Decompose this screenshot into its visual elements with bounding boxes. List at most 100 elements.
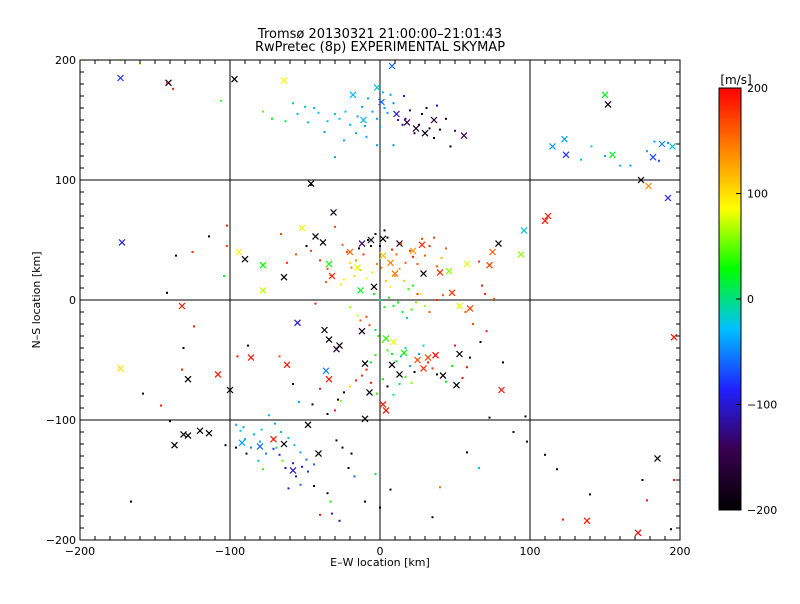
dot-marker-point bbox=[329, 500, 332, 503]
x-marker-point bbox=[679, 342, 680, 349]
dot-marker-point bbox=[667, 141, 669, 144]
dot-marker-point bbox=[410, 308, 413, 311]
dot-marker-point bbox=[235, 446, 237, 449]
x-marker-point bbox=[294, 319, 301, 327]
dot-marker-point bbox=[419, 293, 422, 295]
dot-marker-point bbox=[274, 422, 276, 425]
dot-marker-point bbox=[418, 353, 420, 355]
dot-marker-point bbox=[224, 444, 227, 447]
x-marker-point bbox=[463, 260, 471, 268]
x-marker-point bbox=[664, 194, 672, 202]
dot-marker-point bbox=[427, 361, 429, 364]
dot-marker-point bbox=[428, 245, 431, 247]
dot-marker-point bbox=[350, 452, 353, 455]
dot-marker-point bbox=[433, 137, 435, 139]
dot-marker-point bbox=[191, 251, 194, 253]
x-marker-point bbox=[541, 217, 549, 225]
dot-marker-point bbox=[376, 392, 378, 395]
x-marker-point bbox=[289, 466, 297, 474]
dot-marker-point bbox=[400, 242, 402, 245]
dot-marker-point bbox=[374, 233, 377, 235]
x-marker-point bbox=[184, 432, 192, 440]
dot-marker-point bbox=[590, 145, 593, 148]
x-tick-label: −200 bbox=[65, 545, 95, 558]
x-marker-point bbox=[373, 84, 381, 92]
dot-marker-point bbox=[340, 283, 342, 286]
x-marker-point bbox=[180, 430, 187, 438]
dot-marker-point bbox=[239, 429, 242, 432]
x-marker-point bbox=[283, 361, 291, 369]
y-tick-label: −200 bbox=[46, 534, 76, 547]
x-tick-label: 200 bbox=[670, 545, 691, 558]
dot-marker-point bbox=[512, 431, 515, 433]
dot-marker-point bbox=[313, 463, 315, 466]
dot-marker-point bbox=[385, 279, 387, 282]
dot-marker-point bbox=[653, 140, 656, 143]
dot-marker-point bbox=[244, 438, 246, 441]
dot-marker-point bbox=[461, 377, 464, 379]
dot-marker-point bbox=[409, 249, 411, 252]
dot-marker-point bbox=[436, 265, 438, 268]
dot-marker-point bbox=[346, 251, 348, 253]
x-marker-point bbox=[453, 381, 460, 389]
dot-marker-point bbox=[451, 365, 453, 367]
dot-marker-point bbox=[526, 440, 528, 443]
x-marker-point bbox=[609, 151, 616, 159]
dot-marker-point bbox=[367, 97, 369, 100]
dot-marker-point bbox=[323, 131, 326, 133]
dot-marker-point bbox=[386, 111, 389, 114]
dot-marker-point bbox=[317, 111, 320, 114]
dot-marker-point bbox=[272, 447, 275, 450]
dot-marker-point bbox=[449, 145, 452, 148]
dot-marker-point bbox=[343, 391, 345, 394]
dot-marker-point bbox=[379, 506, 381, 509]
dot-marker-point bbox=[386, 385, 389, 388]
x-marker-point bbox=[322, 367, 330, 375]
dot-marker-point bbox=[326, 120, 329, 123]
dot-marker-point bbox=[580, 158, 582, 161]
x-marker-point bbox=[544, 212, 552, 220]
dot-marker-point bbox=[182, 347, 185, 349]
dot-marker-point bbox=[398, 383, 401, 385]
dot-marker-point bbox=[236, 355, 239, 358]
dot-marker-point bbox=[410, 381, 413, 384]
dot-marker-point bbox=[160, 404, 162, 407]
dot-marker-point bbox=[260, 428, 263, 431]
x-marker-point bbox=[432, 351, 439, 359]
dot-marker-point bbox=[166, 291, 168, 294]
dot-marker-point bbox=[488, 416, 491, 419]
dot-marker-point bbox=[383, 229, 386, 232]
dot-marker-point bbox=[299, 483, 302, 486]
x-marker-point bbox=[420, 364, 427, 372]
dot-marker-point bbox=[464, 311, 467, 313]
dot-marker-point bbox=[646, 499, 648, 502]
dot-marker-point bbox=[278, 453, 281, 456]
dot-marker-point bbox=[386, 349, 389, 352]
dot-marker-point bbox=[296, 113, 299, 115]
dot-marker-point bbox=[292, 102, 294, 105]
dot-marker-point bbox=[319, 387, 321, 390]
x-marker-point bbox=[325, 336, 333, 344]
dot-marker-point bbox=[331, 512, 333, 515]
x-marker-point bbox=[388, 62, 396, 70]
dot-marker-point bbox=[367, 239, 369, 241]
x-marker-point bbox=[366, 388, 373, 396]
x-marker-point bbox=[456, 350, 463, 358]
x-marker-point bbox=[241, 255, 249, 263]
dot-marker-point bbox=[415, 301, 417, 304]
dot-marker-point bbox=[377, 335, 380, 337]
x-marker-point bbox=[414, 356, 421, 364]
dot-marker-point bbox=[433, 236, 435, 239]
dot-marker-point bbox=[389, 488, 392, 491]
dot-marker-point bbox=[436, 104, 438, 107]
x-marker-point bbox=[256, 442, 264, 450]
dot-marker-point bbox=[311, 403, 314, 406]
dot-marker-point bbox=[356, 115, 359, 118]
x-marker-point bbox=[312, 232, 319, 240]
x-marker-point bbox=[379, 400, 387, 408]
x-marker-point bbox=[601, 91, 609, 99]
dot-marker-point bbox=[424, 254, 426, 257]
dot-marker-point bbox=[428, 127, 431, 130]
x-marker-point bbox=[445, 267, 453, 275]
